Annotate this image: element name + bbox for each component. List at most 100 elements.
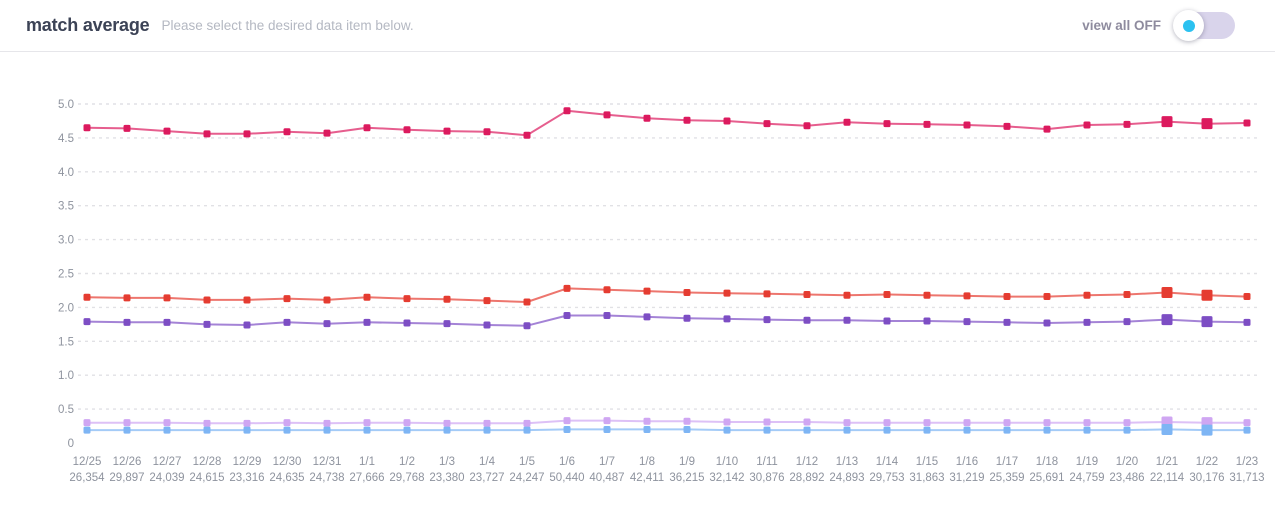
series-crimson-marker[interactable] — [843, 118, 851, 126]
series-red-marker[interactable] — [643, 287, 651, 295]
series-purple-marker[interactable] — [123, 318, 131, 326]
series-purple-marker[interactable] — [243, 321, 251, 329]
series-crimson-marker[interactable] — [443, 127, 451, 135]
series-purple-marker[interactable] — [403, 319, 411, 327]
series-crimson-marker[interactable] — [643, 114, 651, 122]
series-lavender-marker[interactable] — [643, 417, 651, 425]
series-purple-marker[interactable] — [323, 320, 331, 328]
series-lavender-marker[interactable] — [723, 418, 731, 426]
series-red-marker[interactable] — [403, 295, 411, 303]
series-red-marker[interactable] — [83, 293, 91, 301]
series-red-marker[interactable] — [1201, 289, 1213, 301]
series-crimson-marker[interactable] — [683, 116, 691, 124]
series-blue-marker[interactable] — [883, 426, 891, 434]
series-lavender-marker[interactable] — [1003, 419, 1011, 427]
series-red-marker[interactable] — [763, 290, 771, 298]
toggle-knob[interactable] — [1173, 10, 1204, 41]
series-red-marker[interactable] — [923, 291, 931, 299]
series-blue-marker[interactable] — [83, 426, 91, 434]
series-lavender-marker[interactable] — [523, 419, 531, 427]
series-purple-marker[interactable] — [1043, 319, 1051, 327]
series-red-marker[interactable] — [723, 289, 731, 297]
series-red-marker[interactable] — [323, 296, 331, 304]
series-blue-marker[interactable] — [723, 426, 731, 434]
series-crimson-marker[interactable] — [763, 120, 771, 128]
series-lavender-marker[interactable] — [963, 419, 971, 427]
series-lavender-marker[interactable] — [163, 419, 171, 427]
series-crimson-marker[interactable] — [203, 130, 211, 138]
series-blue-marker[interactable] — [1003, 426, 1011, 434]
series-lavender-marker[interactable] — [683, 417, 691, 425]
series-lavender-marker[interactable] — [923, 419, 931, 427]
series-lavender-marker[interactable] — [123, 419, 131, 427]
series-lavender-marker[interactable] — [83, 419, 91, 427]
series-purple-marker[interactable] — [723, 315, 731, 323]
series-crimson-marker[interactable] — [363, 124, 371, 132]
series-blue-marker[interactable] — [763, 426, 771, 434]
series-purple-marker[interactable] — [923, 317, 931, 325]
series-blue-marker[interactable] — [963, 426, 971, 434]
series-lavender-marker[interactable] — [403, 419, 411, 427]
series-red-marker[interactable] — [803, 291, 811, 299]
series-blue-marker[interactable] — [603, 425, 611, 433]
series-purple-marker[interactable] — [1243, 318, 1251, 326]
series-red-marker[interactable] — [163, 294, 171, 302]
series-blue-marker[interactable] — [683, 425, 691, 433]
series-crimson-marker[interactable] — [1083, 121, 1091, 129]
series-red-marker[interactable] — [483, 297, 491, 305]
series-blue-marker[interactable] — [203, 426, 211, 434]
series-lavender-marker[interactable] — [1083, 419, 1091, 427]
series-blue-marker[interactable] — [1201, 424, 1213, 436]
series-red-marker[interactable] — [963, 292, 971, 300]
series-lavender-marker[interactable] — [1043, 419, 1051, 427]
series-blue-marker[interactable] — [123, 426, 131, 434]
series-red-marker[interactable] — [1043, 293, 1051, 301]
series-red-marker[interactable] — [123, 294, 131, 302]
series-blue-marker[interactable] — [1083, 426, 1091, 434]
series-red-marker[interactable] — [203, 296, 211, 304]
series-blue-marker[interactable] — [1161, 423, 1173, 435]
series-crimson-marker[interactable] — [1243, 119, 1251, 127]
series-purple-marker[interactable] — [803, 316, 811, 324]
series-lavender-marker[interactable] — [283, 419, 291, 427]
series-lavender-marker[interactable] — [443, 419, 451, 427]
series-red-marker[interactable] — [523, 298, 531, 306]
series-purple-marker[interactable] — [1123, 318, 1131, 326]
series-red-marker[interactable] — [883, 291, 891, 299]
series-red-marker[interactable] — [443, 295, 451, 303]
series-blue-marker[interactable] — [163, 426, 171, 434]
series-blue-marker[interactable] — [323, 426, 331, 434]
series-purple-marker[interactable] — [603, 312, 611, 320]
series-lavender-marker[interactable] — [803, 418, 811, 426]
series-lavender-marker[interactable] — [483, 419, 491, 427]
series-red-marker[interactable] — [1083, 291, 1091, 299]
series-purple-marker[interactable] — [563, 312, 571, 320]
series-blue-marker[interactable] — [643, 425, 651, 433]
series-blue-marker[interactable] — [483, 426, 491, 434]
series-lavender-marker[interactable] — [203, 419, 211, 427]
series-crimson-marker[interactable] — [123, 124, 131, 132]
series-red-marker[interactable] — [363, 293, 371, 301]
series-blue-marker[interactable] — [283, 426, 291, 434]
series-blue-marker[interactable] — [843, 426, 851, 434]
series-blue-marker[interactable] — [563, 425, 571, 433]
series-crimson-marker[interactable] — [1161, 116, 1173, 128]
series-purple-marker[interactable] — [283, 318, 291, 326]
series-lavender-marker[interactable] — [323, 419, 331, 427]
series-blue-marker[interactable] — [1243, 426, 1251, 434]
series-red-marker[interactable] — [563, 284, 571, 292]
series-lavender-marker[interactable] — [603, 417, 611, 425]
series-purple-marker[interactable] — [1003, 318, 1011, 326]
series-red-marker[interactable] — [1123, 291, 1131, 299]
series-crimson-marker[interactable] — [563, 107, 571, 115]
series-purple-marker[interactable] — [83, 318, 91, 326]
view-all-toggle[interactable] — [1173, 10, 1235, 41]
series-purple-marker[interactable] — [163, 318, 171, 326]
series-lavender-marker[interactable] — [1243, 419, 1251, 427]
series-red-marker[interactable] — [283, 295, 291, 303]
series-crimson-marker[interactable] — [163, 127, 171, 135]
series-crimson-marker[interactable] — [403, 126, 411, 134]
series-red-marker[interactable] — [1003, 293, 1011, 301]
series-red-marker[interactable] — [843, 291, 851, 299]
series-lavender-marker[interactable] — [363, 419, 371, 427]
